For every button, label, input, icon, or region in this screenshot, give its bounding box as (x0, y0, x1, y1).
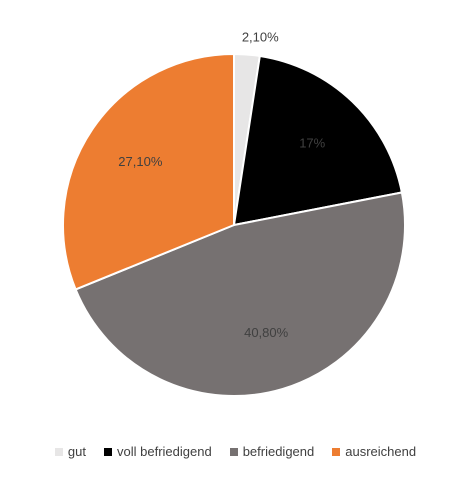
pie-slice-ausreichend (62, 52, 235, 291)
legend-label-gut: gut (67, 444, 86, 459)
legend-item-gut: gut (54, 444, 86, 459)
data-label-voll-befriedigend: 17% (299, 136, 325, 151)
pie-slice-voll-befriedigend (232, 54, 404, 227)
legend-swatch-befriedigend (229, 447, 238, 456)
pie-data-labels: 2,10% 17% 40,80% 27,10% (118, 29, 325, 340)
legend-item-voll-befriedigend: voll befriedigend (104, 444, 212, 459)
data-label-ausreichend: 27,10% (118, 154, 163, 169)
legend-swatch-gut (54, 447, 63, 456)
legend: gut voll befriedigend befriedigend ausre… (0, 444, 471, 459)
legend-item-befriedigend: befriedigend (229, 444, 315, 459)
data-label-befriedigend: 40,80% (244, 325, 289, 340)
legend-label-befriedigend: befriedigend (242, 444, 315, 459)
legend-swatch-voll-befriedigend (104, 447, 112, 456)
legend-item-ausreichend: ausreichend (332, 444, 416, 459)
data-label-gut: 2,10% (242, 29, 279, 44)
legend-label-voll-befriedigend: voll befriedigend (117, 444, 212, 459)
pie-slices (62, 52, 406, 397)
legend-label-ausreichend: ausreichend (345, 444, 417, 459)
pie-slice-befriedigend (74, 191, 406, 397)
legend-swatch-ausreichend (332, 447, 341, 456)
